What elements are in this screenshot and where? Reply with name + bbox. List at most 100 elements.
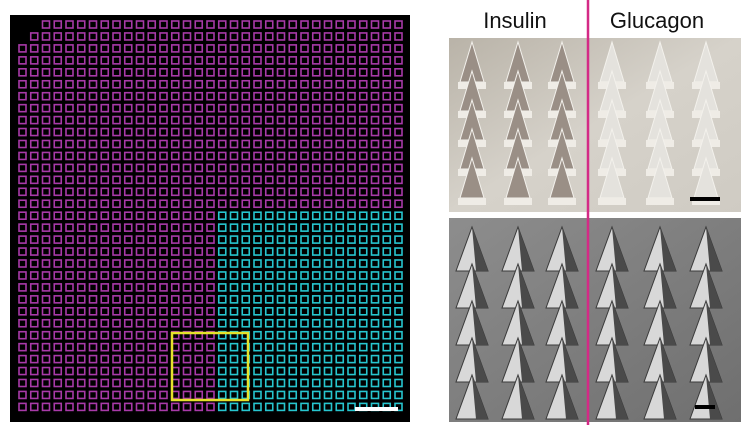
microneedle: [206, 211, 215, 220]
microneedle: [112, 127, 121, 137]
microneedle: [347, 390, 356, 400]
microneedle: [311, 378, 321, 388]
microneedle: [335, 56, 345, 65]
microneedle: [41, 127, 51, 137]
microneedle: [41, 295, 51, 304]
microneedle: [100, 306, 110, 316]
microneedle: [182, 211, 192, 220]
microneedle: [300, 163, 309, 173]
microneedle: [370, 223, 380, 232]
microneedle: [300, 44, 309, 53]
microneedle: [53, 378, 63, 388]
microneedle: [217, 79, 227, 89]
microneedle: [41, 139, 51, 149]
microneedle: [88, 115, 98, 125]
microneedle: [335, 306, 345, 316]
microneedle: [241, 91, 251, 101]
microneedle: [53, 271, 63, 280]
microneedle: [229, 271, 239, 280]
microneedle: [123, 32, 133, 41]
microneedle: [76, 247, 86, 256]
microneedle: [241, 247, 251, 256]
microneedle: [18, 79, 27, 89]
microneedle: [112, 283, 121, 292]
microneedle: [394, 127, 403, 137]
microneedle: [76, 223, 86, 232]
microneedle: [264, 402, 274, 412]
microneedle: [335, 247, 345, 256]
microneedle: [335, 211, 345, 220]
microneedle: [276, 223, 286, 232]
microneedle: [18, 139, 27, 149]
microneedle: [394, 115, 403, 125]
microneedle: [135, 330, 145, 340]
microneedle: [100, 342, 110, 352]
needle-shadow: [518, 338, 534, 382]
microneedle: [29, 283, 39, 292]
microneedle: [112, 79, 121, 89]
microneedle: [394, 354, 403, 364]
microneedle: [229, 91, 239, 101]
microneedle: [253, 283, 262, 292]
microneedle: [135, 68, 145, 77]
microneedle: [159, 318, 168, 328]
microneedle: [311, 115, 321, 125]
microneedle: [241, 283, 251, 292]
microneedle: [147, 354, 157, 364]
microneedle: [276, 187, 286, 197]
microneedle: [217, 103, 227, 113]
microneedle: [300, 115, 309, 125]
microneedle: [347, 318, 356, 328]
microneedle: [217, 151, 227, 161]
microneedle: [135, 44, 145, 53]
microneedle: [147, 91, 157, 101]
microneedle: [394, 44, 403, 53]
microneedle: [159, 115, 168, 125]
microneedle: [123, 115, 133, 125]
needle-base: [458, 198, 486, 205]
microneedle: [194, 187, 204, 197]
microneedle: [159, 247, 168, 256]
microneedle: [159, 20, 168, 29]
microneedle: [206, 115, 215, 125]
microneedle: [241, 271, 251, 280]
microneedle: [382, 56, 392, 65]
microneedle: [323, 151, 333, 161]
microneedle: [300, 127, 309, 137]
microneedle: [182, 79, 192, 89]
microneedle: [276, 354, 286, 364]
microneedle: [335, 354, 345, 364]
microneedle: [358, 32, 368, 41]
microneedle: [123, 199, 133, 209]
microneedle: [241, 32, 251, 41]
microneedle: [323, 68, 333, 77]
microneedle: [382, 366, 392, 376]
microneedle: [182, 247, 192, 256]
microneedle: [370, 20, 380, 29]
microneedle: [300, 103, 309, 113]
microneedle: [65, 56, 74, 65]
microneedle: [18, 247, 27, 256]
microneedle: [170, 79, 180, 89]
microneedle: [300, 259, 309, 268]
microneedle: [229, 163, 239, 173]
microneedle: [382, 115, 392, 125]
microneedle: [347, 378, 356, 388]
microneedle: [29, 199, 39, 209]
microneedle: [311, 330, 321, 340]
microneedle: [112, 44, 121, 53]
microneedle: [170, 199, 180, 209]
microneedle: [276, 32, 286, 41]
microneedle: [253, 259, 262, 268]
microneedle: [170, 247, 180, 256]
microneedle: [206, 235, 215, 244]
needle-shadow: [562, 301, 578, 345]
microneedle: [123, 223, 133, 232]
microneedle: [65, 127, 74, 137]
microneedle: [217, 354, 227, 364]
microneedle: [76, 187, 86, 197]
microneedle: [76, 91, 86, 101]
microneedle: [229, 103, 239, 113]
microneedle: [159, 235, 168, 244]
microneedle: [323, 199, 333, 209]
